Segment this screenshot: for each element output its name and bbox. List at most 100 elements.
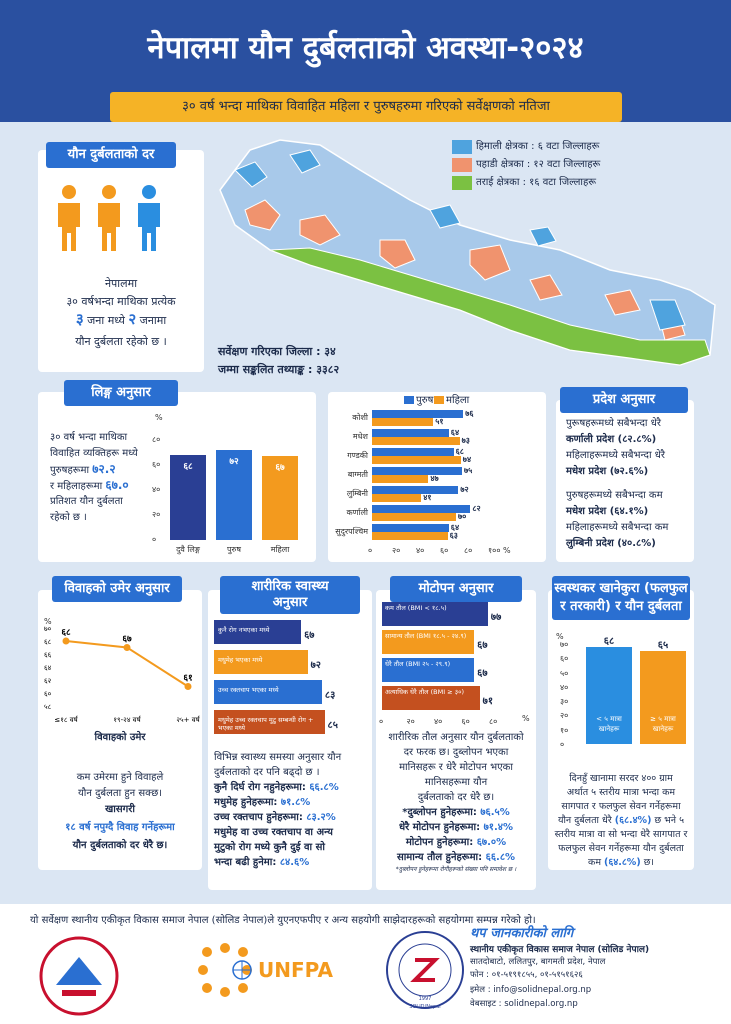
- marriage-card: [38, 590, 202, 870]
- gender-ytick: ०: [152, 535, 157, 544]
- obesity-text: शारीरिक तौल अनुसार यौन दुर्बलताको दर फरक…: [388, 732, 524, 873]
- page-subtitle: ३० वर्ष भन्दा माथिका विवाहित महिला र पुर…: [110, 92, 622, 122]
- province-bar-label: ६४: [450, 428, 460, 437]
- marriage-t3: खासगरी: [105, 804, 135, 815]
- unfpa-logo-text: UNFPA: [258, 958, 333, 982]
- province-bar-label: ७०: [458, 512, 467, 521]
- province-bar: [372, 513, 456, 521]
- gender-ytick: ४०: [152, 485, 161, 494]
- footer: [0, 904, 731, 1024]
- province-bar: [372, 524, 449, 532]
- obesity-bar-value: ७१: [482, 696, 494, 707]
- province-bar-label: ६४: [450, 523, 460, 532]
- province-bar: [372, 410, 464, 418]
- marriage-t4: १८ वर्ष नपुग्दै विवाह गर्नेहरूमा: [65, 822, 175, 833]
- legend-terai: तराई क्षेत्रका : १६ वटा जिल्लाहरू: [476, 177, 597, 188]
- gender-ytick: ६०: [152, 460, 161, 469]
- physical-title: शारीरिक स्वास्थ्य अनुसार: [220, 576, 360, 614]
- gender-title: लिङ्ग अनुसार: [64, 380, 178, 406]
- prov-b1: पुरुषहरूमध्ये सबैभन्दा कम: [566, 490, 663, 501]
- province-summary-card: [556, 400, 694, 562]
- org-email[interactable]: इमेल : info@solidnepal.org.np: [470, 985, 592, 995]
- person-icon: [138, 185, 160, 251]
- food-bar-value: ६५: [657, 640, 669, 652]
- province-xtick: २०: [392, 546, 401, 555]
- province-category: बाग्मती: [347, 470, 368, 479]
- info-title: थप जानकारीको लागि: [470, 926, 574, 941]
- prov-a2: कर्णाली प्रदेश (८२.८%): [566, 434, 657, 445]
- province-category: कर्णाली: [346, 508, 369, 517]
- province-summary-title: प्रदेश अनुसार: [560, 387, 688, 413]
- province-xtick: १०० %: [488, 546, 511, 555]
- obesity-bar-category: कम तौल (BMI < १८.५): [385, 604, 447, 612]
- legend-hill: पहाडी क्षेत्रका : १२ वटा जिल्लाहरू: [476, 159, 601, 170]
- food-ytick: ७०: [560, 640, 569, 649]
- province-category: सुदुरपश्चिम: [335, 527, 368, 536]
- marriage-title: विवाहको उमेर अनुसार: [52, 576, 182, 602]
- gender-bar: [262, 456, 298, 540]
- province-bar-label: ६८: [455, 447, 464, 456]
- solid-nepal-logo: 1997 SOLID/Nepal: [386, 931, 464, 1010]
- province-xtick: ०: [368, 546, 373, 555]
- obesity-bar-value: ६७: [477, 668, 488, 679]
- marriage-t1: कम उमेरमा हुने विवाहले: [76, 772, 164, 783]
- food-ytick: ३०: [560, 697, 569, 707]
- obesity-bar-value: ६७: [477, 640, 488, 651]
- province-bar-label: ४१: [423, 493, 432, 502]
- person-icon: [98, 185, 120, 251]
- total-samples: जम्मा सङ्कलित तथ्याङ्क : ३३८२: [218, 363, 340, 376]
- obesity-bar: [382, 686, 480, 710]
- marriage-t2: यौन दुर्बलता हुन सक्छ।: [77, 788, 163, 799]
- province-bar-label: ६३: [449, 531, 458, 540]
- legend-female: महिला: [446, 395, 470, 406]
- province-bar-label: ४७: [430, 474, 439, 483]
- province-category: मधेश: [352, 432, 368, 441]
- legend-male-swatch: [404, 396, 414, 404]
- gender-bar: [216, 450, 252, 540]
- physical-bar-value: ८३: [324, 690, 336, 701]
- food-bar: [586, 646, 632, 744]
- gender-category: दुवै लिङ्ग: [176, 545, 200, 554]
- org-website[interactable]: वेबसाइट : solidnepal.org.np: [470, 999, 578, 1009]
- province-bar: [372, 456, 461, 464]
- marriage-ytick: ६८: [44, 638, 52, 646]
- un-globe-icon: [232, 960, 252, 980]
- marriage-ytick: ५८: [44, 703, 52, 711]
- marriage-point: [123, 644, 131, 651]
- obesity-xtick: ०: [379, 717, 384, 726]
- food-bar-category: < ५ मात्रा खानेहरू: [596, 715, 622, 733]
- province-xtick: ४०: [416, 546, 425, 555]
- prov-b2: मधेश प्रदेश (६४.१%): [566, 506, 649, 517]
- gender-ytick: २०: [152, 510, 161, 519]
- rate-line1: नेपालमा: [104, 277, 138, 290]
- page-title: नेपालमा यौन दुर्बलताको अवस्था-२०२४: [147, 30, 584, 66]
- org-phone: फोन : ०१-५१९१८५५, ०१-५१५१६२६: [470, 970, 583, 980]
- province-bar-label: ५१: [435, 417, 444, 426]
- marriage-category: १९-२४ वर्ष: [113, 715, 141, 724]
- obesity-xtick: २०: [406, 717, 415, 726]
- province-bar-label: ७६: [465, 409, 474, 418]
- rate-count: २: [128, 310, 137, 328]
- person-icon: [58, 185, 80, 251]
- physical-bar-value: ७२: [310, 660, 321, 671]
- rate-line3: ३ जना मध्ये २ जनामा: [75, 310, 167, 328]
- gender-text3: पुरुषहरूमा ७२.२: [50, 462, 116, 476]
- org-address: सातदोबाटो, ललितपुर, बागमती प्रदेश, नेपाल: [470, 957, 606, 967]
- legend-hill-swatch: [452, 158, 472, 172]
- obesity-bar-category: सामान्य तौल (BMI १८.५ - २४.९): [385, 632, 467, 640]
- prov-a3: महिलाहरूमध्ये सबैभन्दा धेरै: [566, 450, 665, 461]
- province-bar-label: ७४: [462, 455, 472, 464]
- rate-of: ३: [75, 310, 84, 328]
- province-bar: [372, 437, 460, 445]
- obesity-bar: [382, 658, 475, 682]
- gender-text1: ३० वर्ष भन्दा माथिका: [50, 432, 128, 443]
- physical-bar-value: ८५: [327, 720, 338, 731]
- province-xtick: ८०: [464, 546, 473, 555]
- rate-title: यौन दुर्बलताको दर: [46, 142, 176, 168]
- marriage-ytick: ६४: [44, 664, 52, 672]
- obesity-xtick: ६०: [461, 717, 470, 726]
- physical-bar-category: मधुमेह उच्च रक्तचाप मुटु सम्बन्धी रोग + …: [218, 716, 314, 732]
- marriage-chart: ५८ ६० ६२ ६४ ६६ ६८ ७० ६८ ≤१८ वर्ष ६७ १९-२४ वर्ष ६१ २५…: [44, 625, 201, 724]
- obesity-bar: [382, 602, 488, 626]
- gender-text4: र महिलाहरूमा ६७.०: [50, 478, 129, 492]
